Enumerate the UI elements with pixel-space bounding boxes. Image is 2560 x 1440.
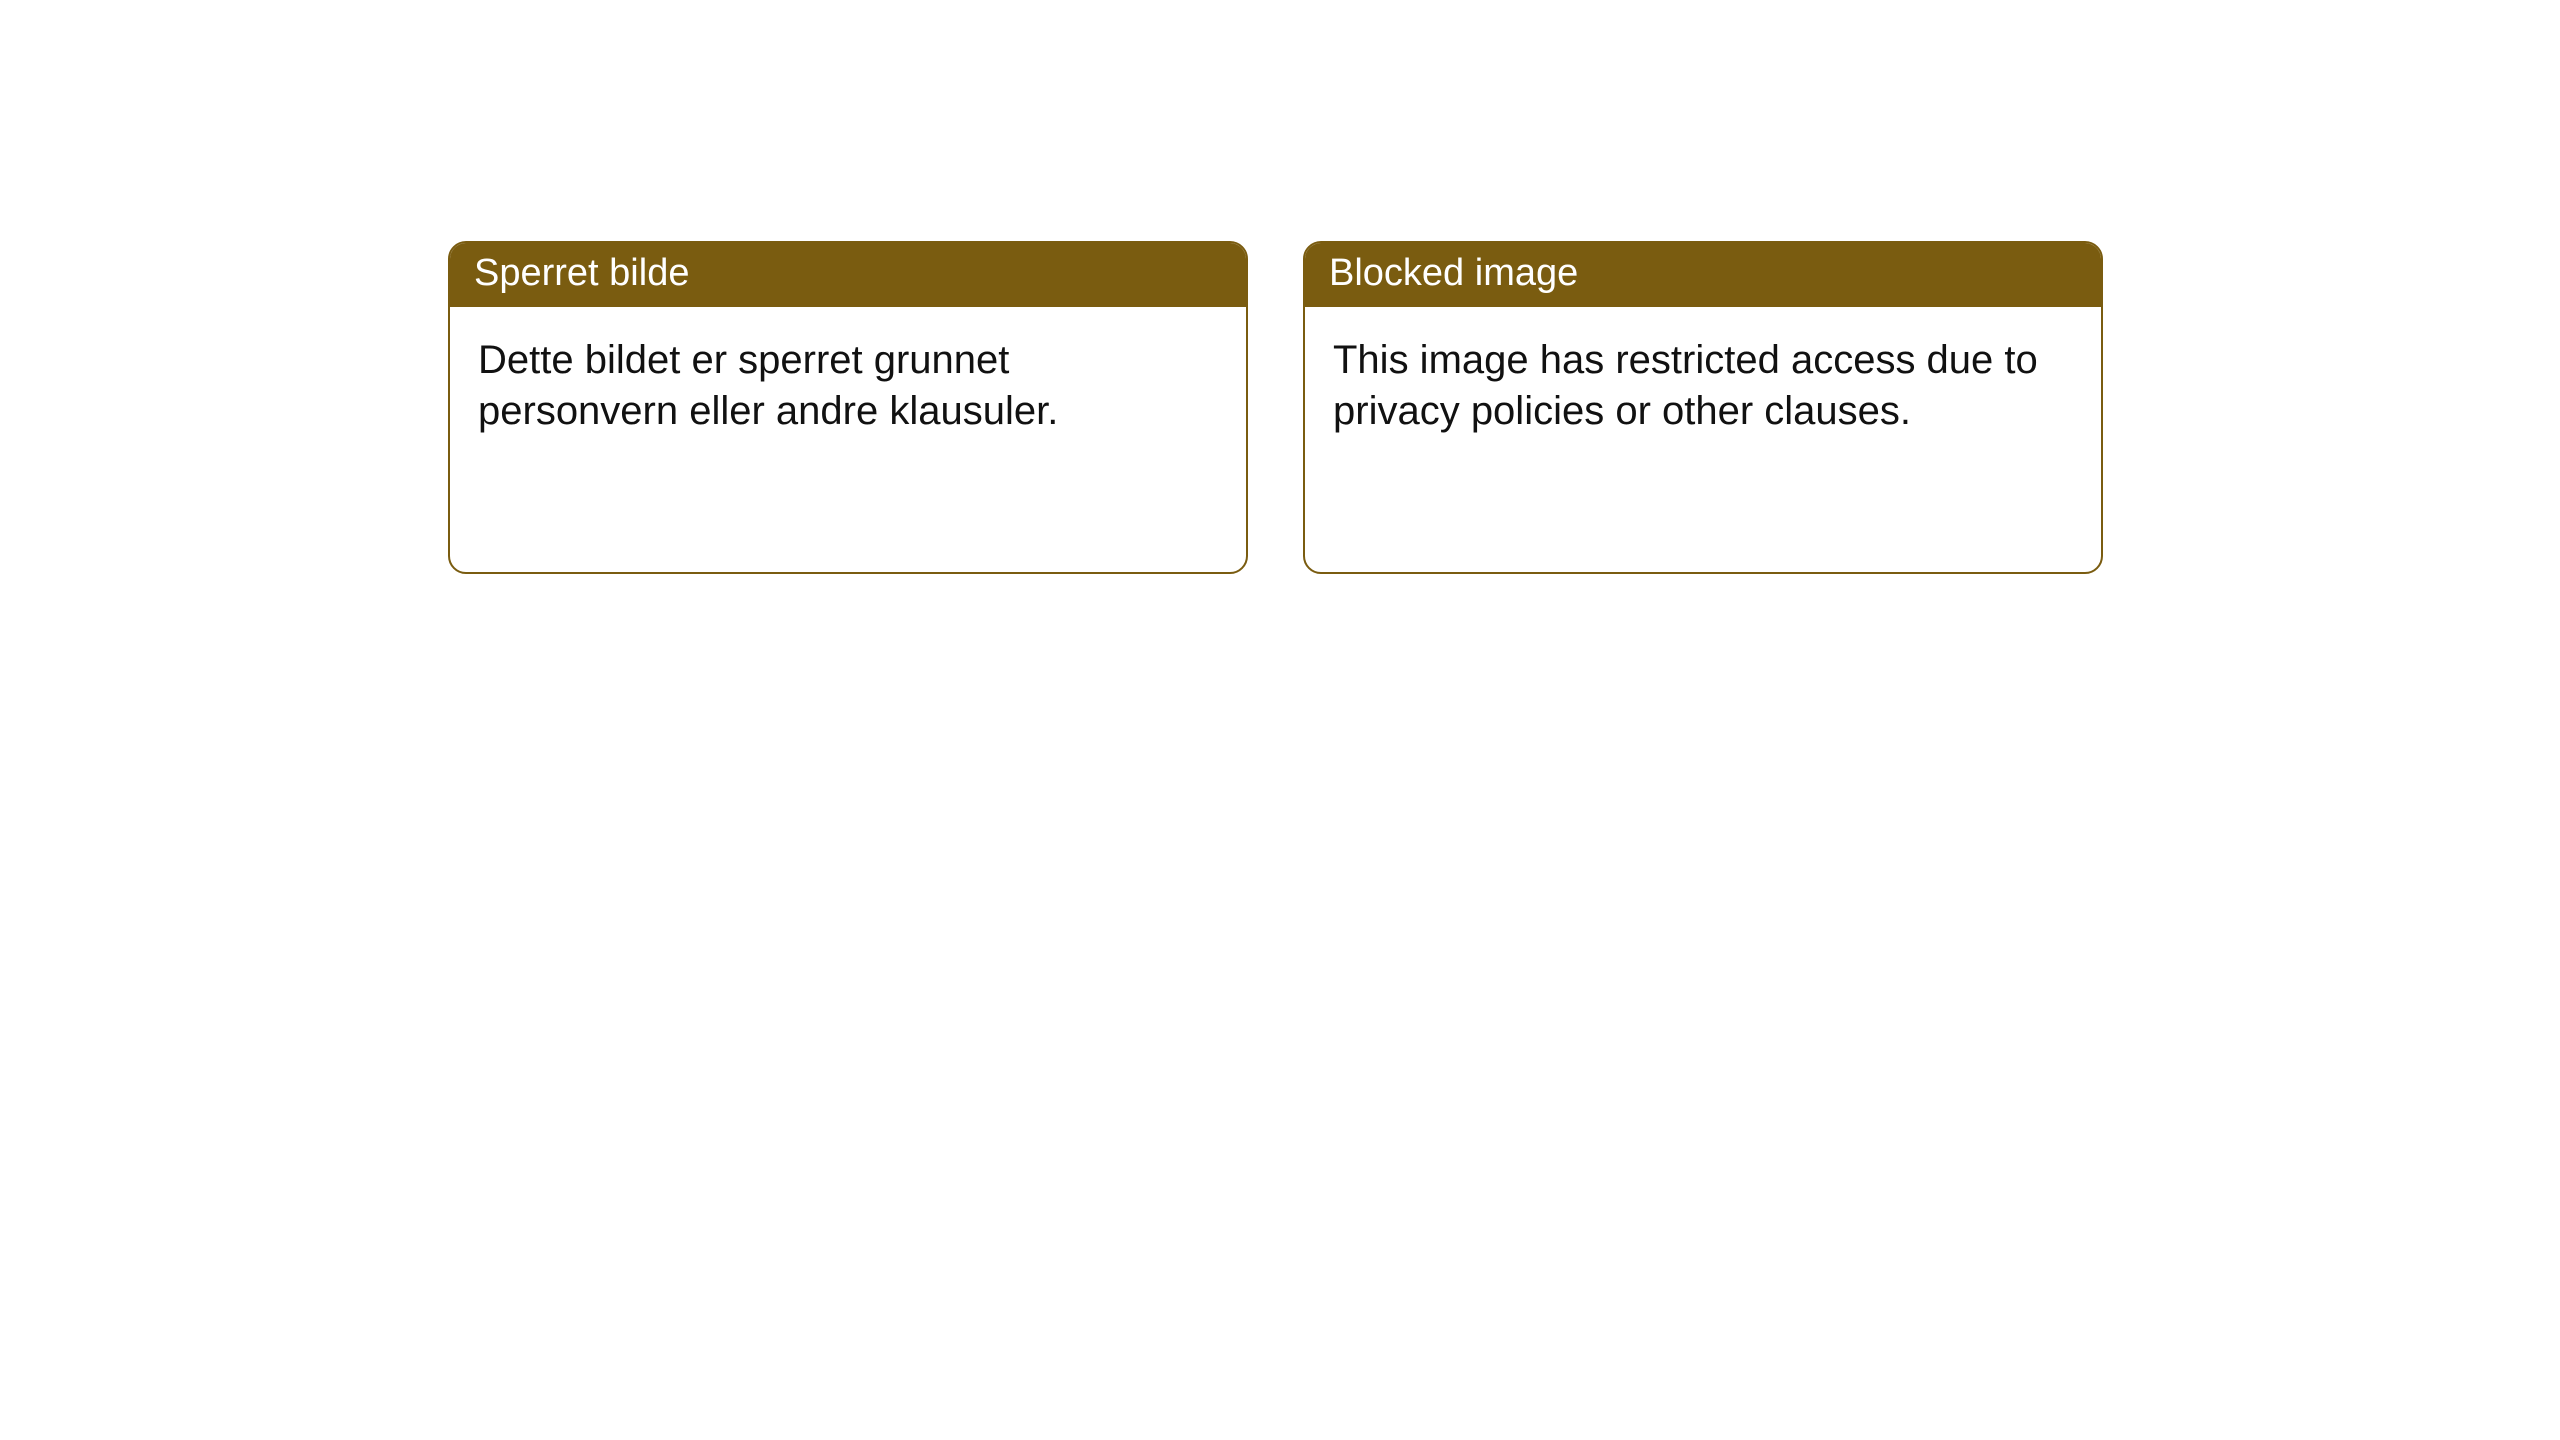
card-title: Blocked image [1329,252,1578,294]
blocked-image-card-norwegian: Sperret bilde Dette bildet er sperret gr… [448,241,1248,574]
card-body: Dette bildet er sperret grunnet personve… [450,307,1246,477]
card-body: This image has restricted access due to … [1305,307,2101,477]
canvas: Sperret bilde Dette bildet er sperret gr… [0,0,2560,1440]
card-body-text: This image has restricted access due to … [1333,338,2038,433]
blocked-image-card-english: Blocked image This image has restricted … [1303,241,2103,574]
card-body-text: Dette bildet er sperret grunnet personve… [478,338,1058,433]
card-header: Sperret bilde [450,243,1246,307]
card-header: Blocked image [1305,243,2101,307]
card-title: Sperret bilde [474,252,689,294]
